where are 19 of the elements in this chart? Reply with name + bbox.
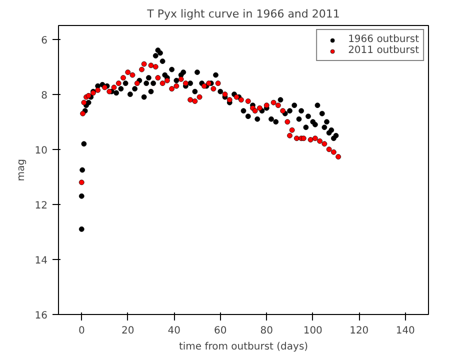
legend-label: 1966 outburst bbox=[348, 34, 419, 45]
y-tick-label: 12 bbox=[34, 200, 48, 212]
x-tick-label: 120 bbox=[350, 326, 369, 336]
x-axis-title: time from outburst (days) bbox=[178, 342, 308, 352]
y-tick-label: 6 bbox=[41, 35, 48, 46]
x-tick-label: 140 bbox=[396, 326, 415, 336]
y-tick-label: 8 bbox=[41, 90, 48, 102]
x-tick-label: 60 bbox=[214, 326, 227, 336]
x-tick-label: 40 bbox=[168, 326, 180, 336]
x-tick-label: 0 bbox=[78, 326, 85, 336]
x-tick-label: 20 bbox=[122, 326, 134, 336]
y-axis-title: mag bbox=[16, 158, 27, 182]
y-tick-label: 10 bbox=[34, 145, 48, 156]
x-tick-label: 100 bbox=[303, 326, 322, 336]
chart-title: T Pyx light curve in 1966 and 2011 bbox=[146, 8, 340, 20]
y-tick-label: 14 bbox=[34, 255, 48, 266]
x-tick-label: 80 bbox=[260, 326, 273, 336]
y-tick-label: 16 bbox=[34, 310, 48, 322]
legend-label: 2011 outburst bbox=[348, 45, 419, 56]
